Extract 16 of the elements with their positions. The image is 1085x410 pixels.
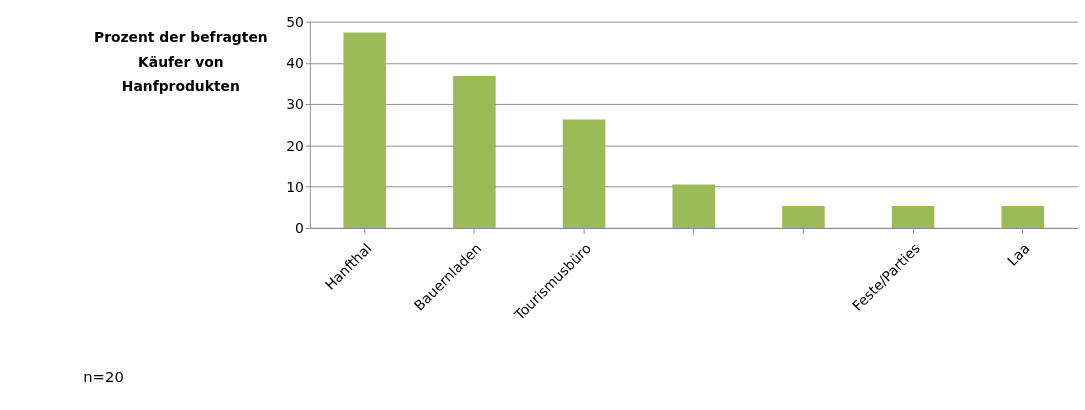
bar bbox=[1001, 206, 1045, 228]
bar bbox=[782, 206, 825, 228]
y-axis-title: Prozent der befragten Käufer von Hanfprodukten bbox=[94, 29, 268, 94]
bar bbox=[891, 206, 935, 228]
bar bbox=[672, 184, 716, 228]
y-tick-label: 40 bbox=[286, 55, 304, 72]
x-tick-label: Laa bbox=[1003, 240, 1033, 269]
y-tick-label: 0 bbox=[295, 220, 304, 237]
y-tick-label: 20 bbox=[286, 137, 304, 154]
text: n=20 bbox=[83, 368, 124, 386]
bar bbox=[562, 119, 606, 228]
y-tick-label: 30 bbox=[286, 96, 304, 113]
y-tick-label: 50 bbox=[286, 13, 304, 30]
bar bbox=[453, 76, 496, 228]
bar bbox=[343, 32, 386, 228]
y-tick-label: 10 bbox=[286, 178, 304, 195]
